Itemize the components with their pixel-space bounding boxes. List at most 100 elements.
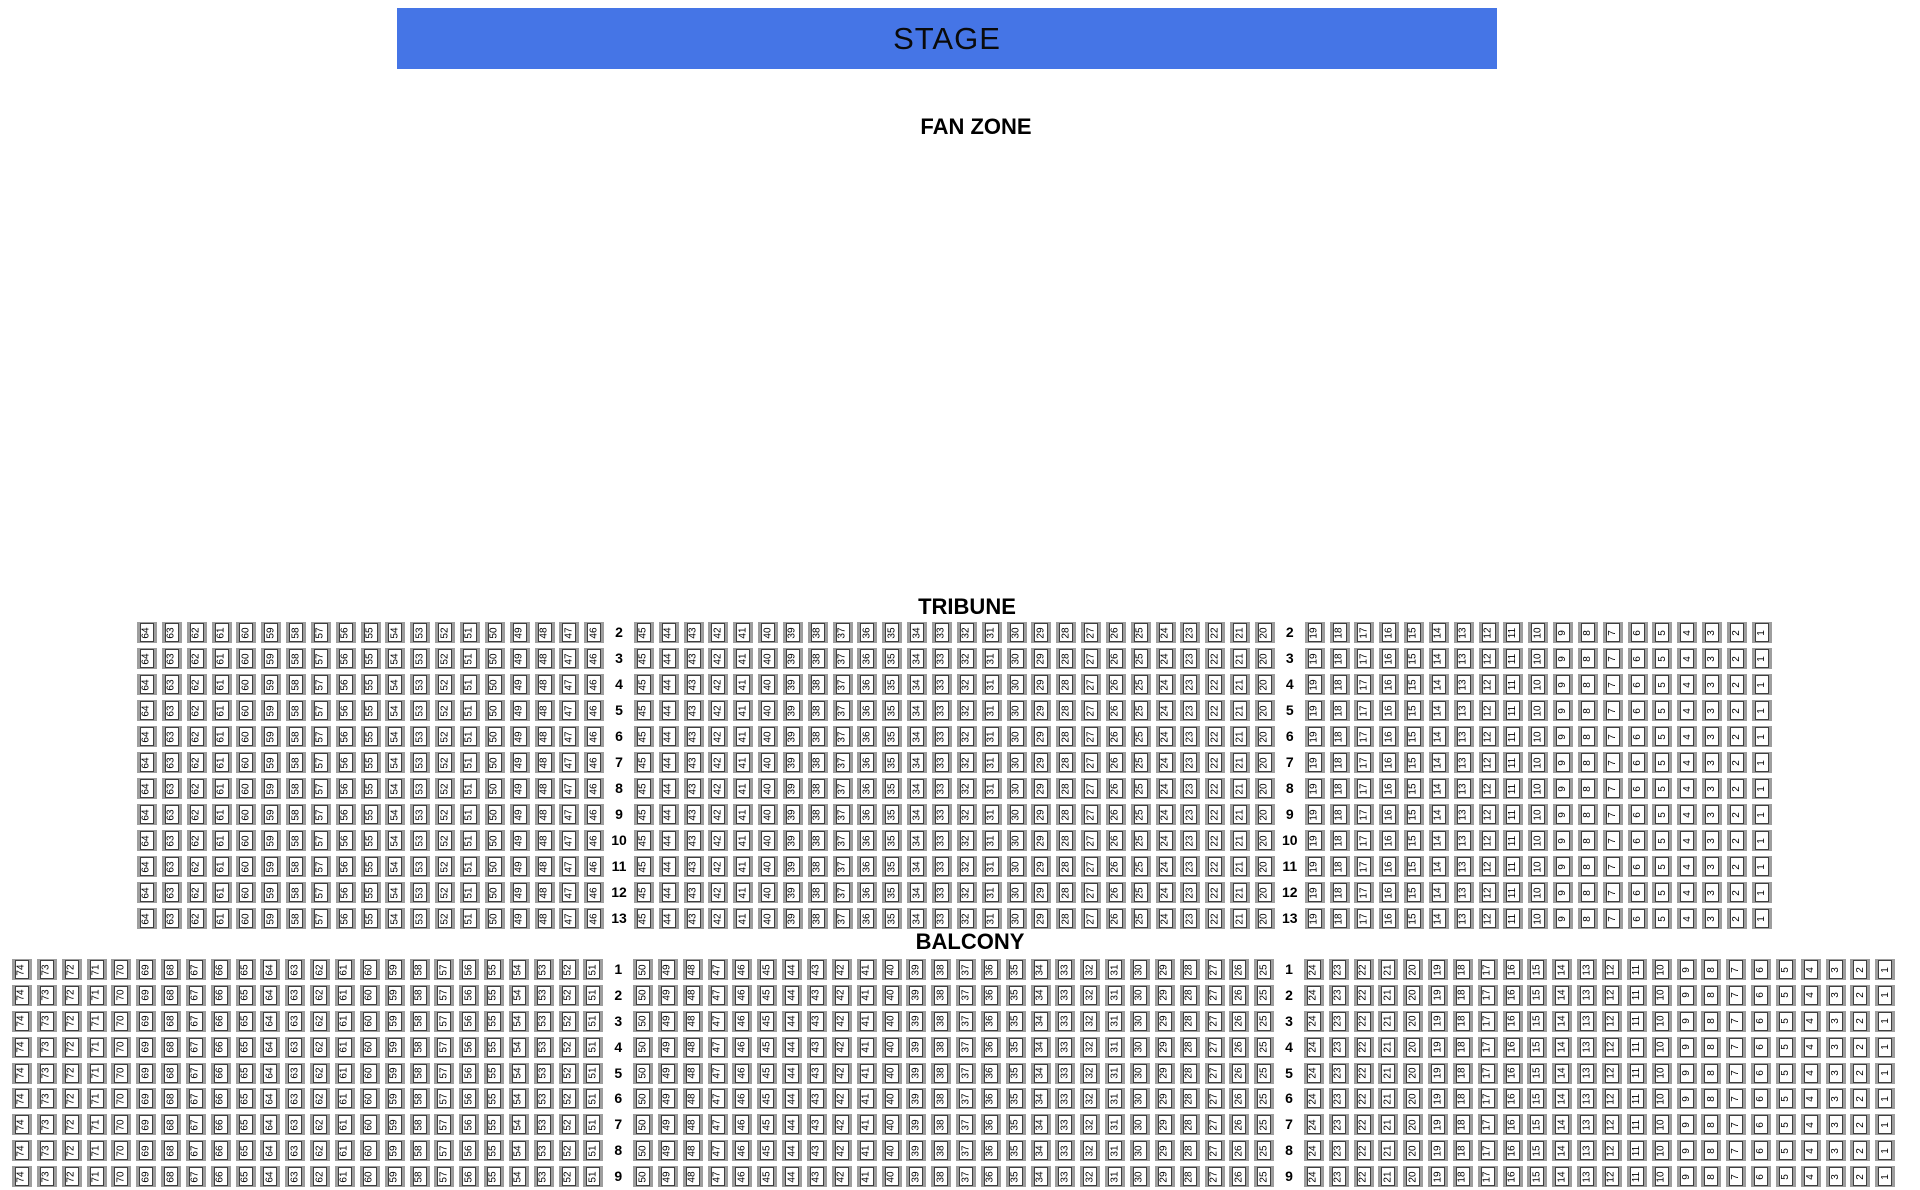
seat[interactable]: 25 (1130, 908, 1151, 929)
seat[interactable]: 13 (1453, 622, 1474, 643)
seat[interactable]: 1 (1751, 648, 1772, 669)
seat[interactable]: 54 (508, 1036, 529, 1058)
seat[interactable]: 24 (1155, 778, 1176, 799)
seat[interactable]: 8 (1701, 984, 1722, 1006)
seat[interactable]: 35 (882, 674, 903, 695)
seat[interactable]: 14 (1552, 1114, 1573, 1136)
seat[interactable]: 8 (1577, 648, 1598, 669)
seat[interactable]: 61 (334, 1114, 355, 1136)
seat[interactable]: 47 (707, 959, 728, 980)
seat[interactable]: 33 (1055, 1166, 1076, 1188)
seat[interactable]: 55 (360, 856, 381, 877)
seat[interactable]: 71 (86, 1088, 107, 1110)
seat[interactable]: 54 (508, 1088, 529, 1110)
seat[interactable]: 58 (409, 1088, 430, 1110)
seat[interactable]: 58 (286, 908, 307, 929)
seat[interactable]: 28 (1179, 1036, 1200, 1058)
seat[interactable]: 8 (1701, 1088, 1722, 1110)
seat[interactable]: 62 (310, 1088, 331, 1110)
seat[interactable]: 47 (559, 856, 580, 877)
seat[interactable]: 58 (286, 674, 307, 695)
seat[interactable]: 9 (1676, 959, 1697, 980)
seat[interactable]: 37 (956, 984, 977, 1006)
seat[interactable]: 19 (1304, 856, 1325, 877)
seat[interactable]: 17 (1354, 830, 1375, 851)
seat[interactable]: 35 (1005, 1036, 1026, 1058)
seat[interactable]: 35 (1005, 1062, 1026, 1084)
seat[interactable]: 18 (1452, 1062, 1473, 1084)
seat[interactable]: 40 (881, 984, 902, 1006)
seat[interactable]: 72 (61, 984, 82, 1006)
seat[interactable]: 59 (261, 726, 282, 747)
seat[interactable]: 43 (683, 908, 704, 929)
seat[interactable]: 16 (1379, 622, 1400, 643)
seat[interactable]: 23 (1180, 726, 1201, 747)
seat[interactable]: 54 (508, 984, 529, 1006)
seat[interactable]: 43 (683, 752, 704, 773)
seat[interactable]: 54 (385, 804, 406, 825)
seat[interactable]: 4 (1800, 1010, 1821, 1032)
seat[interactable]: 23 (1180, 908, 1201, 929)
seat[interactable]: 30 (1129, 1062, 1150, 1084)
seat[interactable]: 18 (1329, 648, 1350, 669)
seat[interactable]: 27 (1204, 1062, 1225, 1084)
seat[interactable]: 54 (385, 648, 406, 669)
seat[interactable]: 29 (1031, 726, 1052, 747)
seat[interactable]: 19 (1304, 752, 1325, 773)
seat[interactable]: 74 (12, 1166, 32, 1188)
seat[interactable]: 4 (1800, 1166, 1821, 1188)
seat[interactable]: 13 (1453, 908, 1474, 929)
seat[interactable]: 22 (1205, 622, 1226, 643)
seat[interactable]: 6 (1627, 700, 1648, 721)
seat[interactable]: 12 (1478, 882, 1499, 903)
seat[interactable]: 61 (211, 882, 232, 903)
seat[interactable]: 39 (906, 1166, 927, 1188)
seat[interactable]: 2 (1727, 726, 1747, 747)
seat[interactable]: 69 (136, 1140, 157, 1162)
seat[interactable]: 57 (434, 1114, 455, 1136)
seat[interactable]: 41 (733, 882, 754, 903)
seat[interactable]: 52 (558, 1036, 579, 1058)
seat[interactable]: 41 (856, 1010, 877, 1032)
seat[interactable]: 52 (435, 804, 456, 825)
seat[interactable]: 35 (1005, 959, 1026, 980)
seat[interactable]: 2 (1727, 882, 1747, 903)
seat[interactable]: 33 (932, 778, 952, 799)
seat[interactable]: 38 (807, 804, 828, 825)
seat[interactable]: 45 (633, 674, 654, 695)
seat[interactable]: 36 (980, 1114, 1001, 1136)
seat[interactable]: 4 (1677, 700, 1698, 721)
seat[interactable]: 23 (1328, 1088, 1349, 1110)
seat[interactable]: 4 (1677, 908, 1698, 929)
seat[interactable]: 3 (1702, 726, 1723, 747)
seat[interactable]: 41 (733, 648, 754, 669)
seat[interactable]: 47 (559, 778, 580, 799)
seat[interactable]: 26 (1229, 1166, 1250, 1188)
seat[interactable]: 64 (260, 1114, 281, 1136)
seat[interactable]: 34 (1030, 1062, 1051, 1084)
seat[interactable]: 10 (1651, 1166, 1672, 1188)
seat[interactable]: 27 (1081, 830, 1102, 851)
seat[interactable]: 55 (360, 752, 381, 773)
seat[interactable]: 31 (1105, 1036, 1126, 1058)
seat[interactable]: 72 (61, 959, 82, 980)
seat[interactable]: 54 (385, 674, 406, 695)
seat[interactable]: 24 (1155, 908, 1176, 929)
seat[interactable]: 30 (1006, 674, 1027, 695)
seat[interactable]: 27 (1204, 1140, 1225, 1162)
seat[interactable]: 14 (1428, 726, 1449, 747)
seat[interactable]: 15 (1527, 959, 1548, 980)
seat[interactable]: 8 (1577, 908, 1598, 929)
seat[interactable]: 62 (186, 908, 207, 929)
seat[interactable]: 43 (683, 700, 704, 721)
seat[interactable]: 32 (1080, 1010, 1101, 1032)
seat[interactable]: 14 (1552, 1140, 1573, 1162)
seat[interactable]: 3 (1825, 1166, 1846, 1188)
seat[interactable]: 43 (807, 1114, 827, 1136)
seat[interactable]: 57 (434, 1088, 455, 1110)
seat[interactable]: 40 (758, 752, 779, 773)
seat[interactable]: 28 (1179, 1114, 1200, 1136)
seat[interactable]: 49 (509, 726, 530, 747)
seat[interactable]: 39 (782, 648, 803, 669)
seat[interactable]: 31 (981, 700, 1002, 721)
